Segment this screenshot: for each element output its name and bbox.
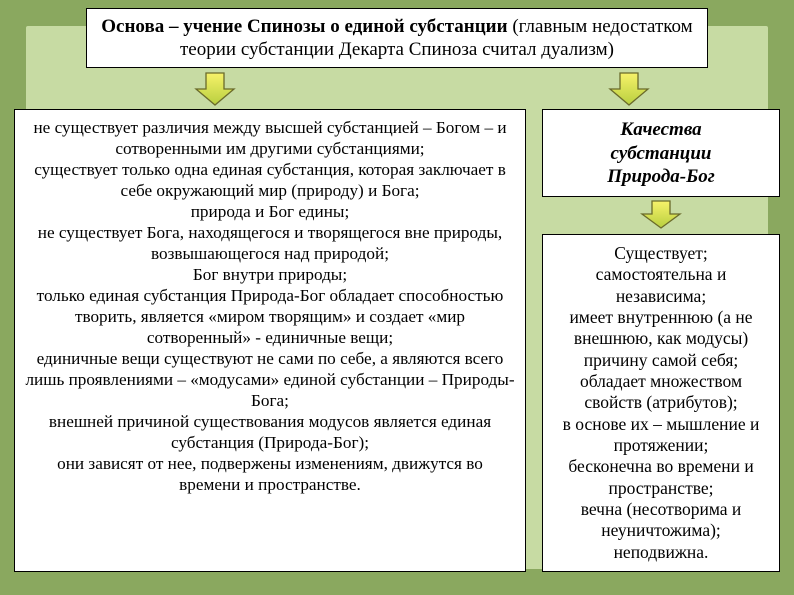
right-bottom-text: Существует; самостоятельна и независима;… [563,243,760,562]
arrow-right-middle [640,200,682,232]
right-top-box: Качества субстанции Природа-Бог [542,109,780,197]
right-top-line2: субстанции [549,142,773,165]
left-box: не существует различия между высшей субс… [14,109,526,572]
right-top-line1: Качества [549,118,773,141]
columns: не существует различия между высшей субс… [14,109,780,572]
arrow-to-right [608,71,650,107]
diagram-content: Основа – учение Спинозы о единой субстан… [0,0,794,595]
title-box: Основа – учение Спинозы о единой субстан… [86,8,708,68]
arrows-row [14,68,780,107]
arrow-to-left [194,71,236,107]
left-text: не существует различия между высшей субс… [25,118,514,494]
right-column: Качества субстанции Природа-Бог Существ [542,109,780,572]
right-bottom-box: Существует; самостоятельна и независима;… [542,234,780,572]
right-top-line3: Природа-Бог [549,165,773,188]
title-bold: Основа – учение Спинозы о единой субстан… [101,16,507,37]
